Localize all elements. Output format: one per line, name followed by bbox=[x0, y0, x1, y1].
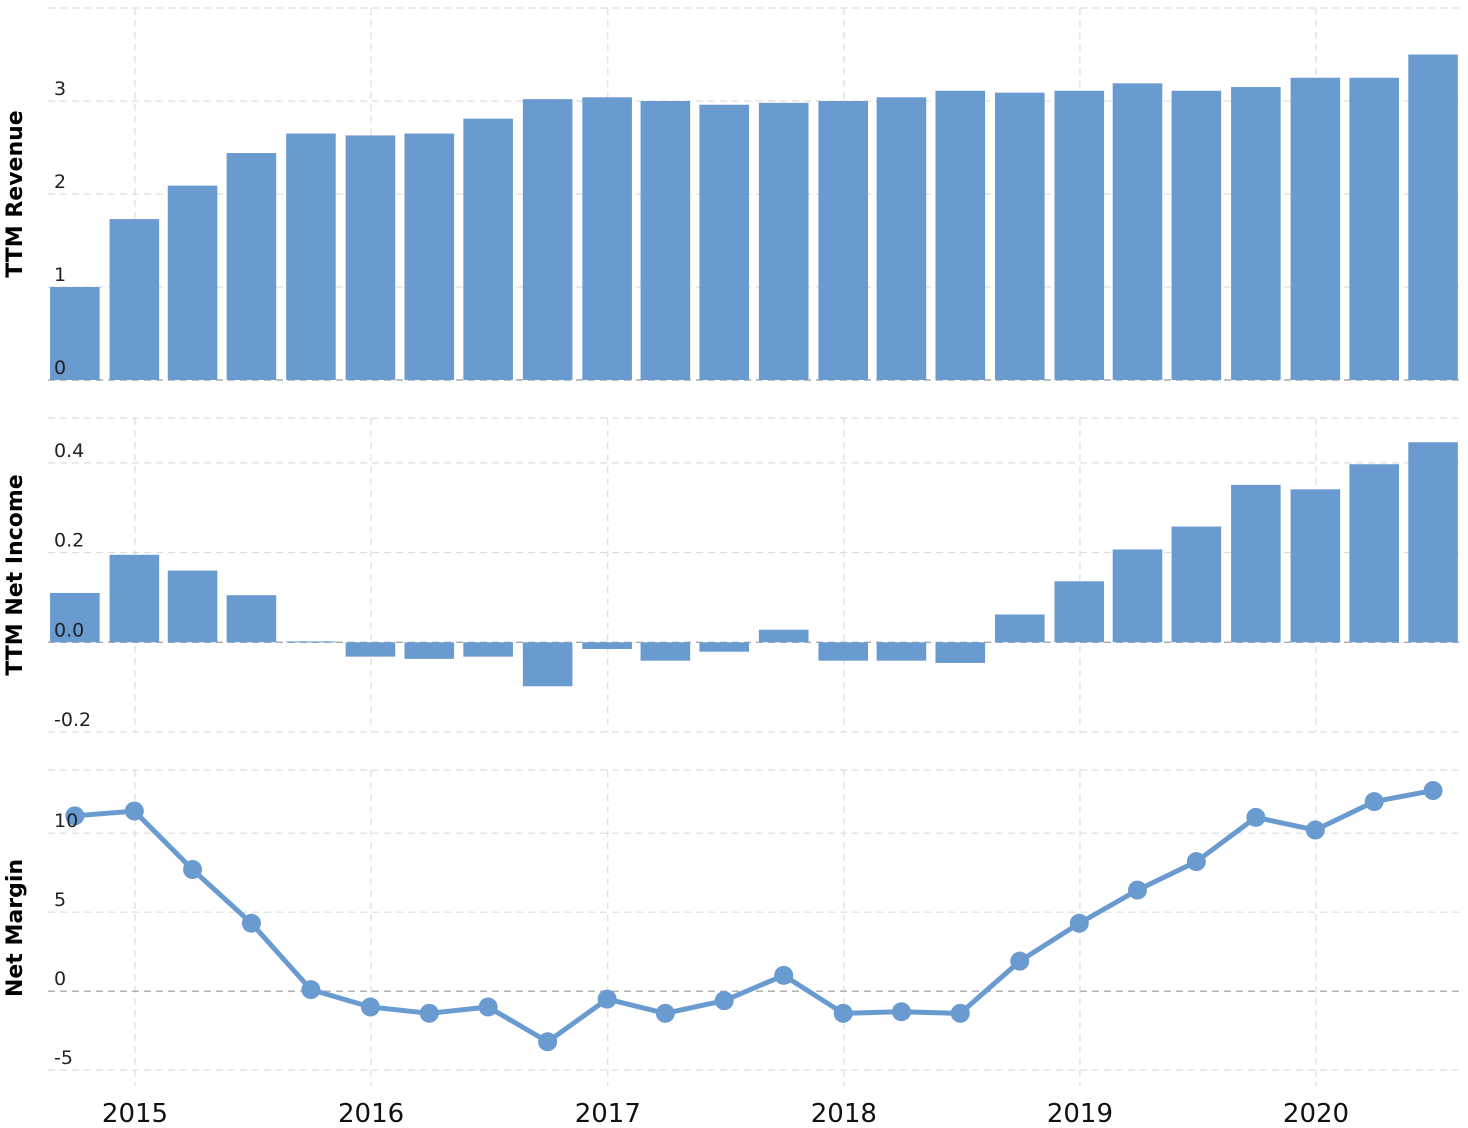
panel-1-bar-2016-12-31 bbox=[582, 97, 632, 380]
panel-2-y-tick-0.2: 0.2 bbox=[54, 530, 84, 552]
panel-1-bar-2015-03-31 bbox=[167, 185, 218, 380]
panel-1-bar-2019-12-31 bbox=[1290, 77, 1341, 380]
panel-2-bar-2018-06-30 bbox=[935, 642, 986, 663]
x-tick-label-2018: 2018 bbox=[811, 1099, 877, 1128]
x-tick-label-2016: 2016 bbox=[338, 1099, 404, 1128]
panel-1-bar-2014-12-31 bbox=[109, 219, 160, 380]
panel-1-y-tick-0: 0 bbox=[54, 357, 66, 379]
panel-2-y-axis-title: TTM Net Income bbox=[3, 474, 28, 675]
panel-3-y-tick-10: 10 bbox=[54, 810, 78, 832]
net-margin-point-2018-06-30 bbox=[950, 1003, 970, 1023]
net-margin-point-2015-09-30 bbox=[301, 980, 321, 1000]
panel-2-bar-2016-12-31 bbox=[582, 642, 632, 650]
net-margin-point-2018-09-30 bbox=[1010, 951, 1030, 971]
panel-2-bar-2016-06-30 bbox=[463, 642, 513, 657]
net-margin-line bbox=[72, 788, 1436, 1045]
net-margin-point-2016-03-31 bbox=[419, 1003, 439, 1023]
net-margin-point-2016-12-31 bbox=[597, 989, 617, 1009]
panel-2-y-tick--0.2: -0.2 bbox=[54, 709, 91, 731]
panel-2-bar-2019-12-31 bbox=[1290, 489, 1341, 643]
panel-2-bar-2018-03-31 bbox=[876, 642, 927, 661]
x-tick-label-2019: 2019 bbox=[1047, 1099, 1113, 1128]
panel-2-bar-2019-09-30 bbox=[1231, 484, 1281, 643]
net-margin-point-2014-09-30 bbox=[65, 806, 85, 826]
panel-1-bar-2016-06-30 bbox=[463, 118, 513, 381]
net-margin-point-2015-03-31 bbox=[183, 860, 203, 880]
panel-2-bar-2020-03-31 bbox=[1349, 464, 1400, 643]
net-margin-point-2017-09-30 bbox=[774, 965, 794, 985]
panel-1-bar-2017-06-30 bbox=[699, 104, 750, 380]
net-margin-point-2016-09-30 bbox=[538, 1032, 558, 1052]
net-margin-point-2019-06-30 bbox=[1186, 852, 1206, 872]
panel-2-bar-2017-12-31 bbox=[818, 642, 869, 661]
panel-2-bar-2017-03-31 bbox=[640, 642, 691, 661]
panel-2-bar-2018-12-31 bbox=[1054, 581, 1105, 643]
net-margin-point-2014-12-31 bbox=[124, 801, 144, 821]
panel-2-bar-2015-12-31 bbox=[345, 642, 396, 657]
panel-2-bar-2018-09-30 bbox=[994, 614, 1045, 643]
panel-2-bar-2019-06-30 bbox=[1171, 526, 1222, 643]
panel-2-bar-2015-09-30 bbox=[286, 641, 336, 643]
x-tick-label-2017: 2017 bbox=[575, 1099, 641, 1128]
panel-3-y-tick-5: 5 bbox=[54, 889, 66, 911]
panel-1-bar-2018-09-30 bbox=[994, 92, 1045, 380]
net-margin-point-2017-12-31 bbox=[833, 1003, 853, 1023]
panel-2-y-tick-0.4: 0.4 bbox=[54, 440, 84, 462]
panel-3-y-tick-0: 0 bbox=[54, 968, 66, 990]
panel-2-bar-2014-12-31 bbox=[109, 554, 160, 643]
panel-1-bar-2018-03-31 bbox=[876, 97, 927, 380]
panel-1-y-tick-3: 3 bbox=[54, 78, 66, 100]
net-margin-point-2015-12-31 bbox=[360, 997, 380, 1017]
x-tick-label-2020: 2020 bbox=[1283, 1099, 1349, 1128]
panel-1-bar-2020-03-31 bbox=[1349, 77, 1400, 380]
panel-2-bar-2017-09-30 bbox=[758, 629, 809, 643]
panel-2-bar-2014-09-30 bbox=[50, 592, 100, 643]
net-margin-point-2019-03-31 bbox=[1127, 880, 1147, 900]
panel-2-bar-2019-03-31 bbox=[1112, 549, 1163, 643]
panel-2-y-tick-0.0: 0.0 bbox=[54, 619, 84, 641]
net-margin-point-2020-03-31 bbox=[1364, 792, 1384, 812]
panel-1-bar-2017-12-31 bbox=[818, 101, 869, 380]
net-margin-point-2017-03-31 bbox=[655, 1003, 675, 1023]
net-margin-point-2020-06-30 bbox=[1423, 781, 1443, 801]
panel-3-y-axis-title: Net Margin bbox=[3, 859, 28, 997]
net-margin-point-2019-12-31 bbox=[1305, 820, 1325, 840]
panel-2-bar-2017-06-30 bbox=[699, 642, 750, 652]
net-margin-point-2015-06-30 bbox=[241, 913, 261, 933]
panel-1-bar-2018-12-31 bbox=[1054, 90, 1105, 381]
net-margin-point-2017-06-30 bbox=[714, 991, 734, 1011]
panel-1-bar-2016-03-31 bbox=[404, 133, 455, 380]
panel-2-bar-2016-03-31 bbox=[404, 642, 455, 659]
panel-1-bar-2017-09-30 bbox=[758, 102, 809, 381]
panel-2-bar-2015-06-30 bbox=[226, 595, 277, 643]
net-margin-point-2018-12-31 bbox=[1069, 913, 1089, 933]
panel-2-bar-2015-03-31 bbox=[167, 570, 218, 643]
panel-1-y-tick-1: 1 bbox=[54, 264, 66, 286]
panel-1-bar-2018-06-30 bbox=[935, 90, 986, 381]
panel-2-bar-2016-09-30 bbox=[522, 642, 573, 687]
panel-1-bar-2019-09-30 bbox=[1231, 87, 1281, 381]
panel-1-bar-2015-06-30 bbox=[226, 153, 277, 380]
net-margin-point-2019-09-30 bbox=[1246, 807, 1266, 827]
panel-1-bar-2015-09-30 bbox=[286, 133, 336, 380]
panel-1-bar-2019-06-30 bbox=[1171, 90, 1222, 381]
panel-1-bar-2019-03-31 bbox=[1112, 83, 1163, 380]
panel-1-bar-2014-09-30 bbox=[50, 287, 100, 380]
panel-1-bar-2020-06-30 bbox=[1408, 54, 1458, 380]
net-margin-point-2016-06-30 bbox=[478, 997, 498, 1017]
panel-3-y-tick--5: -5 bbox=[54, 1047, 73, 1069]
marks-layer bbox=[50, 54, 1458, 1052]
x-tick-label-2015: 2015 bbox=[102, 1099, 168, 1128]
panel-1-bar-2015-12-31 bbox=[345, 135, 396, 380]
text-layer: 2015 2016 2017 2018 2019 2020 0 1 2 3 TTM Revenue -… bbox=[3, 78, 1349, 1128]
panel-2-bar-2020-06-30 bbox=[1408, 442, 1458, 643]
panel-1-y-tick-2: 2 bbox=[54, 171, 66, 193]
net-margin-point-2018-03-31 bbox=[891, 1002, 911, 1022]
panel-1-y-axis-title: TTM Revenue bbox=[3, 110, 28, 277]
panel-1-bar-2016-09-30 bbox=[522, 99, 573, 380]
panel-1-bar-2017-03-31 bbox=[640, 101, 691, 380]
